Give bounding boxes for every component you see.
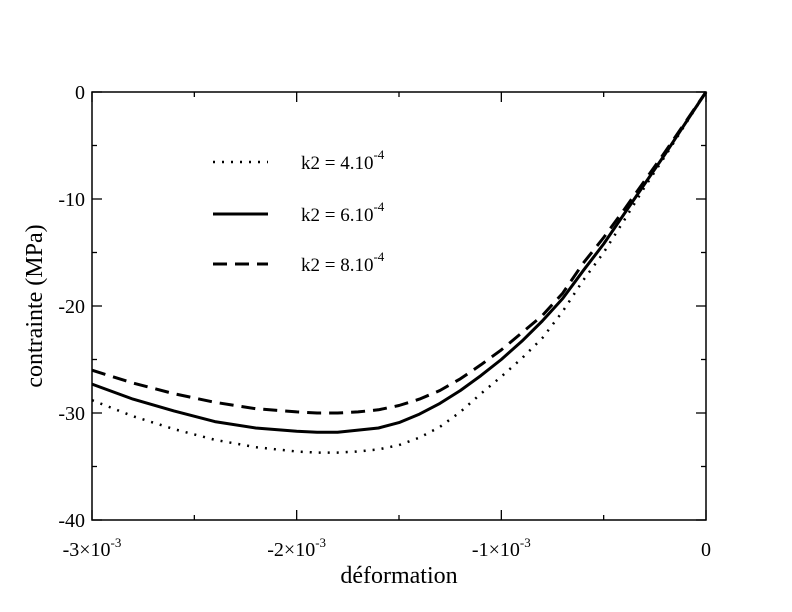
y-tick-label-3: -30	[58, 403, 85, 425]
x-tick-label-3: 0	[701, 539, 711, 561]
y-axis-title: contrainte (MPa)	[22, 224, 48, 387]
series-layer	[91, 91, 708, 454]
x-axis-title: déformation	[340, 563, 457, 589]
legend-label-2: k2 = 6.10-4	[301, 199, 385, 226]
ticks-layer	[91, 91, 707, 521]
series-line-2	[91, 91, 708, 434]
tick-labels-layer: -3×10-3 -2×10-3 -1×10-3 0 0 -10 -20 -30 -40	[58, 82, 711, 561]
x-tick-label-1: -2×10-3	[267, 535, 326, 561]
x-tick-label-2: -1×10-3	[472, 535, 531, 561]
y-tick-label-2: -20	[58, 296, 85, 318]
y-tick-label-1: -10	[58, 189, 85, 211]
legend-label-1: k2 = 4.10-4	[301, 147, 385, 174]
x-tick-label-0: -3×10-3	[63, 535, 122, 561]
y-tick-label-4: -40	[58, 510, 85, 532]
legend: k2 = 4.10-4 k2 = 6.10-4 k2 = 8.10-4	[213, 147, 385, 276]
legend-label-3: k2 = 8.10-4	[301, 249, 385, 276]
y-tick-label-0: 0	[75, 82, 85, 104]
